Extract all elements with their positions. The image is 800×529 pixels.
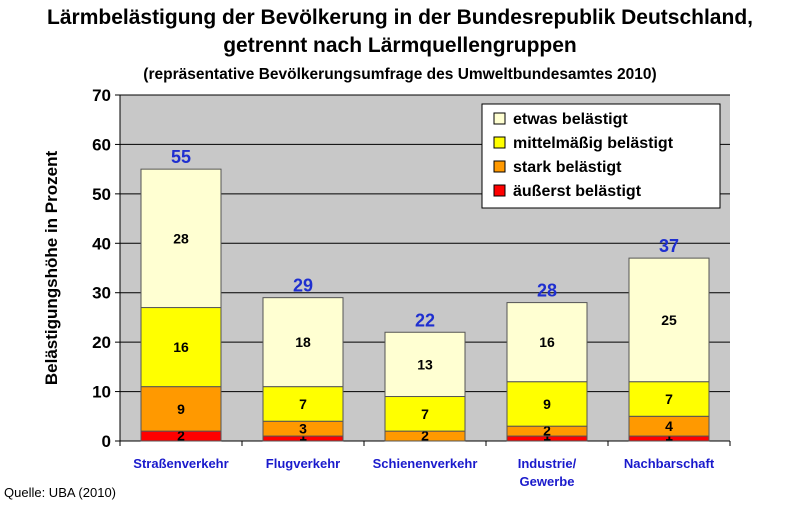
- y-tick-label: 0: [102, 432, 111, 451]
- y-axis-label: Belästigungshöhe in Prozent: [42, 151, 61, 386]
- category-label: Straßenverkehr: [133, 456, 228, 471]
- bar-segment: [628, 257, 710, 383]
- bar-segment: [506, 381, 588, 427]
- source-note: Quelle: UBA (2010): [4, 485, 117, 500]
- y-tick-label: 50: [92, 185, 111, 204]
- segment-value-label: 16: [539, 334, 555, 350]
- chart-title-line2: getrennt nach Lärmquellengruppen: [223, 34, 577, 57]
- category-label: Gewerbe: [520, 474, 575, 489]
- legend-label: etwas belästigt: [513, 111, 628, 128]
- segment-value-label: 7: [299, 396, 307, 412]
- category-label: Schienenverkehr: [373, 456, 478, 471]
- legend-swatch: [493, 160, 506, 173]
- segment-value-label: 4: [665, 418, 673, 434]
- bar-segment: [140, 386, 222, 432]
- legend-box: [481, 103, 721, 209]
- segment-value-label: 9: [177, 401, 185, 417]
- segment-value-label: 28: [173, 230, 189, 246]
- bar-segment: [262, 297, 344, 388]
- bar-total-label: 55: [171, 147, 191, 167]
- bar-segment: [384, 396, 466, 432]
- y-tick-label: 40: [92, 234, 111, 253]
- bar-total-label: 22: [415, 310, 435, 330]
- bar-segment: [140, 168, 222, 309]
- y-tick-label: 30: [92, 284, 111, 303]
- legend-swatch: [493, 184, 506, 197]
- segment-value-label: 7: [421, 406, 429, 422]
- bar-total-label: 28: [537, 281, 557, 301]
- segment-value-label: 2: [177, 428, 185, 444]
- segment-value-label: 7: [665, 391, 673, 407]
- segment-value-label: 2: [543, 423, 551, 439]
- chart-title: Lärmbelästigung der Bevölkerung in der B…: [47, 6, 753, 29]
- segment-value-label: 9: [543, 396, 551, 412]
- segment-value-label: 18: [295, 334, 311, 350]
- bar-total-label: 37: [659, 236, 679, 256]
- bar-segment: [262, 386, 344, 422]
- legend-label: mittelmäßig belästigt: [513, 135, 674, 152]
- segment-value-label: 2: [421, 428, 429, 444]
- segment-value-label: 3: [299, 421, 307, 437]
- y-tick-label: 70: [92, 86, 111, 105]
- bar-segment: [506, 302, 588, 383]
- bar-total-label: 29: [293, 276, 313, 296]
- segment-value-label: 25: [661, 312, 677, 328]
- legend-swatch: [493, 136, 506, 149]
- y-tick-label: 20: [92, 333, 111, 352]
- segment-value-label: 16: [173, 339, 189, 355]
- y-tick-label: 60: [92, 135, 111, 154]
- y-tick-label: 10: [92, 383, 111, 402]
- category-label: Nachbarschaft: [624, 456, 715, 471]
- category-label: Flugverkehr: [266, 456, 340, 471]
- segment-value-label: 13: [417, 356, 433, 372]
- category-label: Industrie/: [518, 456, 577, 471]
- legend-label: stark belästigt: [513, 159, 622, 176]
- bar-segment: [384, 331, 466, 398]
- chart-subtitle: (repräsentative Bevölkerungsumfrage des …: [143, 66, 657, 83]
- legend-label: äußerst belästigt: [513, 183, 642, 200]
- legend-swatch: [493, 112, 506, 125]
- bar-segment: [140, 307, 222, 388]
